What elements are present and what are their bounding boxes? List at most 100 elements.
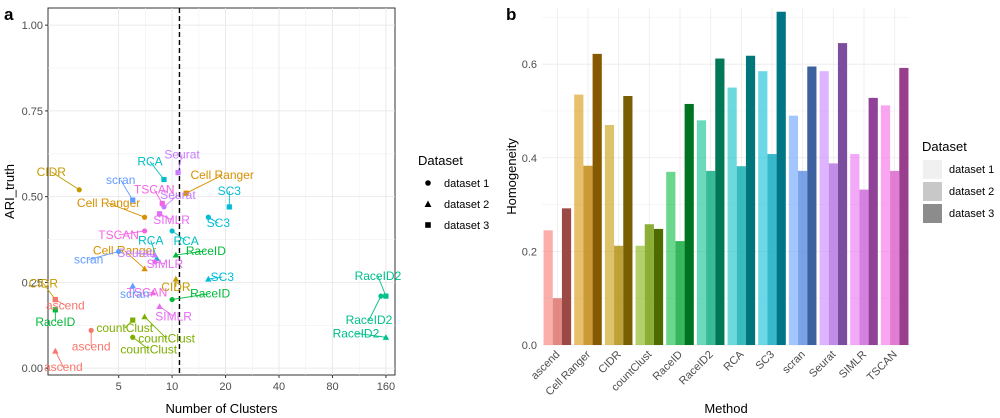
bar-cell-ranger-dataset-1: [574, 94, 584, 346]
x-tick-label: 5: [116, 381, 122, 393]
legend-title: Dataset: [418, 153, 463, 168]
bar-scran-dataset-2: [798, 170, 808, 345]
bar-cell-ranger-dataset-2: [583, 165, 593, 345]
legend-a: Dataset dataset 1 dataset 2 dataset 3: [418, 153, 489, 232]
data-point-circle: [116, 248, 122, 255]
data-point-triangle: [129, 282, 136, 289]
label-leader-line: [163, 194, 179, 208]
data-point-triangle: [382, 334, 390, 340]
bar-raceid-dataset-1: [666, 171, 676, 345]
bar-tscan-dataset-2: [890, 170, 900, 345]
point-label: TSCAN: [134, 183, 175, 197]
bar-scran-dataset-3: [807, 66, 817, 345]
data-point-square: [130, 317, 136, 323]
x-tick-label: SIMLR: [837, 349, 869, 381]
data-point-triangle: [151, 251, 159, 258]
point-label: RaceID: [190, 287, 230, 301]
bar-countclust-dataset-2: [644, 224, 654, 345]
label-leader-line: [42, 283, 56, 300]
x-tick-label: 10: [166, 381, 178, 393]
legend-title: Dataset: [922, 139, 967, 154]
x-tick-label: RaceID2: [677, 349, 716, 388]
bar-simlr-dataset-3: [868, 97, 878, 345]
data-point-square: [383, 293, 389, 299]
data-point-circle: [169, 228, 175, 234]
legend-entry-label: dataset 1: [949, 164, 994, 176]
point-label: RCA: [173, 234, 198, 248]
bar-ascend-dataset-1: [543, 230, 553, 345]
legend-key-dataset-3: [923, 204, 942, 223]
data-point-square: [183, 190, 189, 196]
bar-ascend-dataset-3: [561, 208, 572, 345]
point-label: ascend: [46, 299, 85, 313]
point-label: scran: [106, 173, 135, 187]
bar-countclust-dataset-1: [635, 245, 645, 345]
bar-cell-ranger-dataset-3: [592, 53, 602, 345]
bar-scran-dataset-1: [788, 115, 799, 346]
legend-entry-label: dataset 1: [444, 178, 489, 190]
bar-seurat-dataset-3: [837, 43, 848, 346]
legend-entry-label: dataset 3: [444, 220, 489, 232]
label-leader-line: [118, 230, 145, 236]
y-tick-label: 0.75: [22, 106, 43, 118]
x-tick-label: 40: [273, 381, 285, 393]
data-point-square: [156, 211, 163, 217]
point-label: SC3: [211, 270, 235, 284]
point-label: CIDR: [161, 280, 191, 294]
bar-simlr-dataset-1: [850, 154, 860, 345]
bar-tscan-dataset-1: [880, 105, 891, 345]
point-label: Cell Ranger: [190, 168, 253, 182]
data-point-triangle: [141, 265, 148, 272]
data-point-triangle: [141, 313, 148, 320]
bar-rca-dataset-2: [736, 166, 746, 345]
bar-seurat-dataset-2: [828, 163, 838, 345]
bar-rca-dataset-1: [727, 87, 737, 345]
bar-raceid-dataset-2: [675, 241, 685, 345]
point-label: CIDR: [29, 277, 59, 291]
point-label: RaceID2: [355, 269, 402, 283]
label-leader-line: [149, 161, 165, 180]
point-label: Seurat: [117, 246, 153, 260]
x-tick-label: Seurat: [807, 349, 838, 380]
legend-key-square: [425, 222, 431, 228]
data-point-triangle: [156, 303, 163, 310]
legend-key-dataset-1: [923, 160, 942, 179]
data-point-circle: [142, 214, 148, 220]
y-tick-label: 0.50: [22, 192, 43, 204]
label-leader-line: [175, 250, 206, 256]
bar-cidr-dataset-3: [623, 95, 633, 345]
legend-key-circle: [425, 180, 431, 186]
point-label: CIDR: [37, 165, 67, 179]
bar-raceid2-dataset-2: [706, 170, 716, 345]
label-leader-line: [124, 250, 145, 270]
legend-entry-label: dataset 2: [949, 186, 994, 198]
bar-sc3-dataset-2: [767, 154, 777, 345]
point-label: TSCAN: [127, 286, 168, 300]
point-label: RaceID: [186, 244, 226, 258]
x-tick-label: TSCAN: [865, 349, 900, 384]
point-label: SIMLR: [147, 257, 184, 271]
label-leader-line: [51, 171, 80, 191]
bar-sc3-dataset-3: [776, 11, 786, 345]
label-leader-line: [355, 332, 386, 338]
y-tick-label: 0.25: [22, 277, 43, 289]
point-label: Seurat: [164, 148, 200, 162]
data-point-square: [159, 200, 165, 207]
data-point-circle: [142, 228, 148, 234]
data-point-circle: [169, 296, 175, 303]
point-label: scran: [120, 287, 149, 301]
data-point-triangle: [172, 275, 180, 282]
data-point-square: [52, 296, 58, 303]
point-label: SIMLR: [153, 213, 190, 227]
bar-cidr-dataset-1: [604, 125, 615, 345]
data-point-circle: [378, 293, 384, 299]
point-label: countClust: [96, 321, 153, 335]
label-leader-line: [120, 179, 134, 201]
y-tick-label: 0.6: [522, 59, 537, 71]
label-leader-line: [144, 316, 167, 340]
point-label: RCA: [138, 233, 163, 247]
y-tick-label: 0.00: [22, 363, 43, 375]
bar-tscan-dataset-3: [899, 67, 909, 346]
point-label: SIMLR: [155, 309, 192, 323]
